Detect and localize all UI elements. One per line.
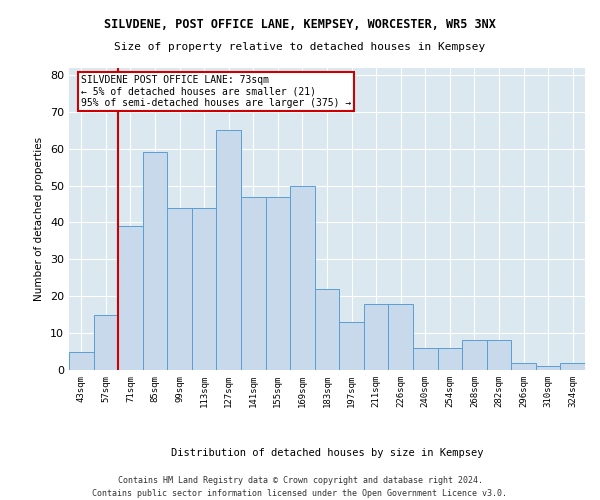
Text: SILVDENE POST OFFICE LANE: 73sqm
← 5% of detached houses are smaller (21)
95% of: SILVDENE POST OFFICE LANE: 73sqm ← 5% of… [81, 75, 352, 108]
Bar [339, 322, 364, 370]
Bar [192, 208, 217, 370]
Bar [266, 196, 290, 370]
Text: Size of property relative to detached houses in Kempsey: Size of property relative to detached ho… [115, 42, 485, 52]
Bar [290, 186, 315, 370]
Bar [388, 304, 413, 370]
Bar [69, 352, 94, 370]
Bar [462, 340, 487, 370]
Y-axis label: Number of detached properties: Number of detached properties [34, 136, 44, 301]
Text: SILVDENE, POST OFFICE LANE, KEMPSEY, WORCESTER, WR5 3NX: SILVDENE, POST OFFICE LANE, KEMPSEY, WOR… [104, 18, 496, 30]
Bar [487, 340, 511, 370]
Bar [217, 130, 241, 370]
Bar [560, 362, 585, 370]
Bar [143, 152, 167, 370]
Bar [241, 196, 266, 370]
Bar [536, 366, 560, 370]
Text: Contains HM Land Registry data © Crown copyright and database right 2024.: Contains HM Land Registry data © Crown c… [118, 476, 482, 485]
Bar [118, 226, 143, 370]
Text: Contains public sector information licensed under the Open Government Licence v3: Contains public sector information licen… [92, 489, 508, 498]
Bar [167, 208, 192, 370]
Bar [413, 348, 437, 370]
Bar [437, 348, 462, 370]
Bar [364, 304, 388, 370]
Bar [511, 362, 536, 370]
Text: Distribution of detached houses by size in Kempsey: Distribution of detached houses by size … [171, 448, 483, 458]
Bar [315, 289, 339, 370]
Bar [94, 314, 118, 370]
